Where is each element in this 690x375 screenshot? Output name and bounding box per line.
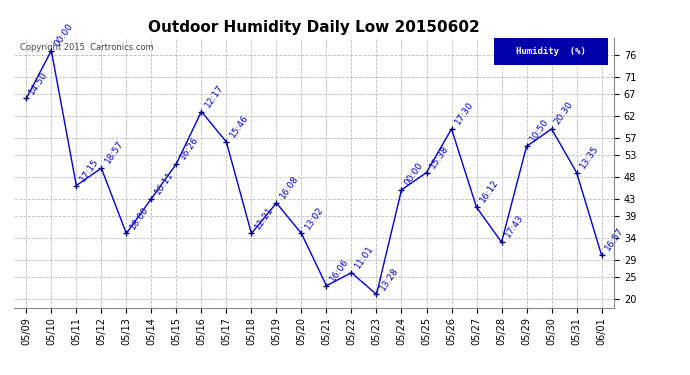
- Text: 11:01: 11:01: [353, 243, 375, 270]
- Text: 00:00: 00:00: [52, 21, 75, 48]
- Text: 13:35: 13:35: [578, 143, 600, 170]
- Text: 17:15: 17:15: [78, 156, 100, 183]
- Text: 14:50: 14:50: [28, 69, 50, 96]
- Text: 18:00: 18:00: [128, 204, 150, 231]
- Text: 16:06: 16:06: [328, 256, 350, 283]
- Text: 16:08: 16:08: [278, 174, 300, 200]
- Text: 17:43: 17:43: [503, 213, 525, 239]
- Text: 16:12: 16:12: [478, 178, 500, 204]
- Title: Outdoor Humidity Daily Low 20150602: Outdoor Humidity Daily Low 20150602: [148, 20, 480, 35]
- Text: 16:57: 16:57: [603, 226, 625, 252]
- Text: 16:11: 16:11: [152, 170, 175, 196]
- Text: 13:02: 13:02: [303, 204, 325, 231]
- Text: Copyright 2015  Cartronics.com: Copyright 2015 Cartronics.com: [20, 43, 153, 52]
- Text: 15:46: 15:46: [228, 113, 250, 139]
- Text: 12:21: 12:21: [253, 204, 275, 231]
- Text: 16:26: 16:26: [178, 135, 200, 161]
- Text: 10:50: 10:50: [528, 117, 550, 144]
- Text: 15:38: 15:38: [428, 143, 450, 170]
- Text: 18:57: 18:57: [103, 139, 125, 165]
- Text: 13:28: 13:28: [378, 266, 400, 292]
- Text: 17:30: 17:30: [453, 100, 475, 126]
- Text: 12:17: 12:17: [203, 82, 225, 109]
- Text: 20:30: 20:30: [553, 100, 575, 126]
- Text: 00:00: 00:00: [403, 161, 425, 187]
